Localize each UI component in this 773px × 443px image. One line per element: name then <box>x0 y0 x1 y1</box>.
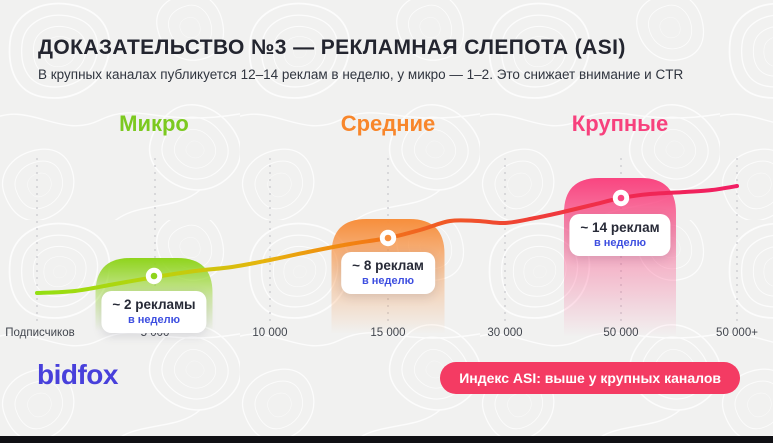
callout-micro: ~ 2 рекламы в неделю <box>101 291 207 333</box>
callout-ads-count: ~ 14 реклам <box>580 220 660 235</box>
marker-hole <box>150 272 158 280</box>
page-subtitle: В крупных каналах публикуется 12–14 рекл… <box>38 67 684 82</box>
callout-medium: ~ 8 реклам в неделю <box>341 252 435 294</box>
callout-ads-count: ~ 8 реклам <box>352 258 424 273</box>
axis-label: 15 000 <box>370 327 405 339</box>
bottom-black-bar <box>0 436 773 443</box>
axis-label: Подписчиков <box>5 327 74 339</box>
axis-label: 10 000 <box>252 327 287 339</box>
axis-label: 30 000 <box>487 327 522 339</box>
axis-label: 50 000 <box>603 327 638 339</box>
callout-large: ~ 14 реклам в неделю <box>569 214 671 256</box>
asi-index-badge: Индекс ASI: выше у крупных каналов <box>440 362 740 394</box>
trend-line <box>35 184 739 295</box>
category-label-medium: Средние <box>340 111 436 136</box>
bidfox-logo: bidfox <box>37 359 119 390</box>
category-label-large: Крупные <box>571 111 669 136</box>
category-label-micro: Микро <box>119 111 189 136</box>
page-title: ДОКАЗАТЕЛЬСТВО №3 — РЕКЛАМНАЯ СЛЕПОТА (A… <box>38 36 626 59</box>
marker-hole <box>617 194 625 202</box>
callout-period: в неделю <box>127 314 181 326</box>
axis-label: 50 000+ <box>716 327 758 339</box>
callout-ads-count: ~ 2 рекламы <box>112 297 196 312</box>
callout-period: в неделю <box>593 237 647 249</box>
callout-period: в неделю <box>361 275 415 287</box>
marker-hole <box>384 234 392 242</box>
